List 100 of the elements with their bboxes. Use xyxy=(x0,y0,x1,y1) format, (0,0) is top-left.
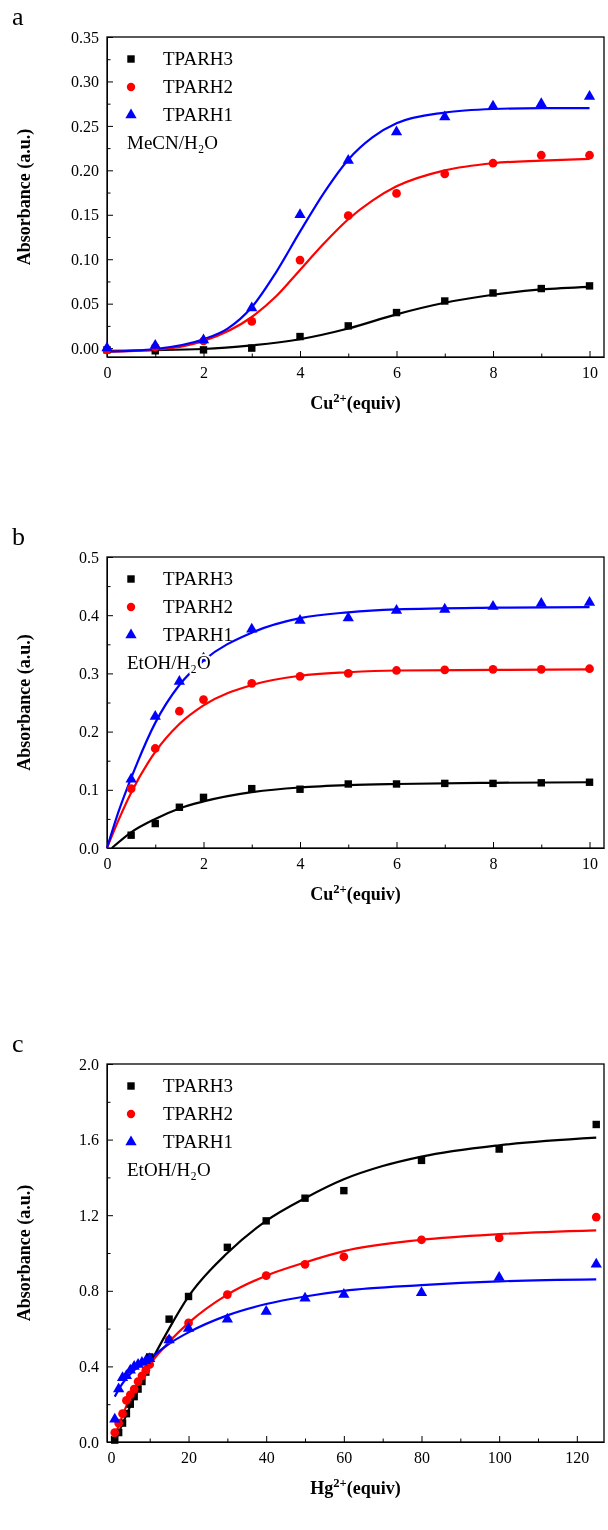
point xyxy=(441,297,449,305)
chart-title: c xyxy=(12,1029,24,1058)
point xyxy=(199,695,208,704)
point xyxy=(415,1286,428,1296)
point xyxy=(493,1271,505,1281)
x-tick-label: 20 xyxy=(181,1449,198,1467)
point xyxy=(344,322,352,330)
point xyxy=(439,602,451,613)
point xyxy=(535,97,547,107)
y-tick-label: 0.8 xyxy=(79,1282,99,1300)
point xyxy=(300,1259,310,1269)
y-tick-label: 0.0 xyxy=(79,1433,99,1451)
point xyxy=(537,779,545,787)
x-tick-label: 40 xyxy=(258,1449,275,1467)
y-tick-label: 0.10 xyxy=(71,250,99,268)
point xyxy=(127,831,135,839)
point xyxy=(294,208,306,219)
y-axis-title: Absorbance (a.u.) xyxy=(14,1184,35,1322)
point xyxy=(488,158,498,168)
point xyxy=(113,1382,125,1393)
point xyxy=(110,1428,120,1437)
point xyxy=(390,125,403,136)
legend-label: TPARH3 xyxy=(163,568,234,589)
point xyxy=(149,338,161,349)
point xyxy=(296,332,304,341)
point xyxy=(296,785,304,793)
point xyxy=(149,709,161,720)
point xyxy=(261,1271,271,1281)
chart-title: a xyxy=(12,2,24,31)
point xyxy=(301,1194,309,1202)
y-tick-label: 0.35 xyxy=(71,28,99,46)
point xyxy=(344,780,352,788)
y-tick-label: 0.30 xyxy=(71,73,99,91)
point xyxy=(487,599,499,610)
point xyxy=(295,671,305,681)
y-tick-label: 0.3 xyxy=(79,665,99,683)
point xyxy=(583,595,596,606)
point xyxy=(294,613,306,624)
legend-label: TPARH2 xyxy=(163,596,234,617)
x-tick-label: 80 xyxy=(414,1449,431,1467)
annotation: MeCN/H₂O xyxy=(127,132,219,153)
y-tick-label: 0.00 xyxy=(71,339,99,357)
legend-label: TPARH1 xyxy=(163,1131,234,1152)
chart-title: b xyxy=(12,522,25,551)
point xyxy=(173,675,186,685)
y-tick-label: 0.4 xyxy=(79,1358,99,1376)
legend-label: TPARH1 xyxy=(163,104,234,125)
point xyxy=(295,255,305,265)
y-tick-label: 0.25 xyxy=(71,117,99,135)
point xyxy=(440,169,450,179)
x-axis-title: Cu$^{2+}$(equiv) xyxy=(310,882,401,905)
legend-label: TPARH2 xyxy=(163,1103,234,1124)
legend-label: TPARH1 xyxy=(163,624,234,645)
point xyxy=(223,1290,232,1299)
point xyxy=(585,150,594,160)
point xyxy=(590,1257,602,1268)
point xyxy=(247,317,257,326)
x-tick-label: 2 xyxy=(200,364,208,382)
legend-label: TPARH3 xyxy=(163,1075,234,1096)
point xyxy=(340,1186,348,1195)
point xyxy=(109,1412,121,1423)
point xyxy=(129,1384,139,1394)
point xyxy=(535,597,547,607)
y-tick-label: 0.4 xyxy=(79,606,99,624)
point xyxy=(585,664,594,674)
point xyxy=(439,110,451,121)
y-axis-title: Absorbance (a.u.) xyxy=(14,634,35,771)
point xyxy=(591,1212,601,1222)
point xyxy=(390,604,403,614)
point xyxy=(342,154,354,164)
y-tick-label: 0.1 xyxy=(79,781,99,799)
x-tick-label: 6 xyxy=(393,855,402,873)
y-tick-label: 0.20 xyxy=(71,161,99,179)
point xyxy=(440,665,450,675)
y-tick-label: 0.05 xyxy=(71,295,99,313)
point xyxy=(248,344,256,352)
x-tick-label: 10 xyxy=(582,364,599,382)
y-tick-label: 2.0 xyxy=(79,1055,99,1073)
point xyxy=(583,90,596,100)
point xyxy=(494,1233,504,1243)
legend-label: TPARH3 xyxy=(163,48,234,69)
annotation: EtOH/H₂O xyxy=(127,1159,211,1180)
x-tick-label: 0 xyxy=(107,1449,116,1467)
point xyxy=(150,744,160,753)
point xyxy=(247,678,257,688)
x-tick-label: 10 xyxy=(582,855,599,873)
x-tick-label: 6 xyxy=(393,364,402,382)
point xyxy=(495,1145,503,1153)
y-tick-label: 1.2 xyxy=(79,1206,99,1224)
point xyxy=(417,1235,426,1245)
point xyxy=(343,669,353,678)
point xyxy=(111,1436,119,1444)
point xyxy=(165,1315,173,1323)
x-axis-title: Cu$^{2+}$(equiv) xyxy=(310,391,401,414)
point xyxy=(392,780,401,788)
point xyxy=(342,611,354,622)
y-tick-label: 0.15 xyxy=(71,206,99,224)
point xyxy=(299,1291,311,1302)
point xyxy=(536,664,546,674)
point xyxy=(175,706,184,716)
